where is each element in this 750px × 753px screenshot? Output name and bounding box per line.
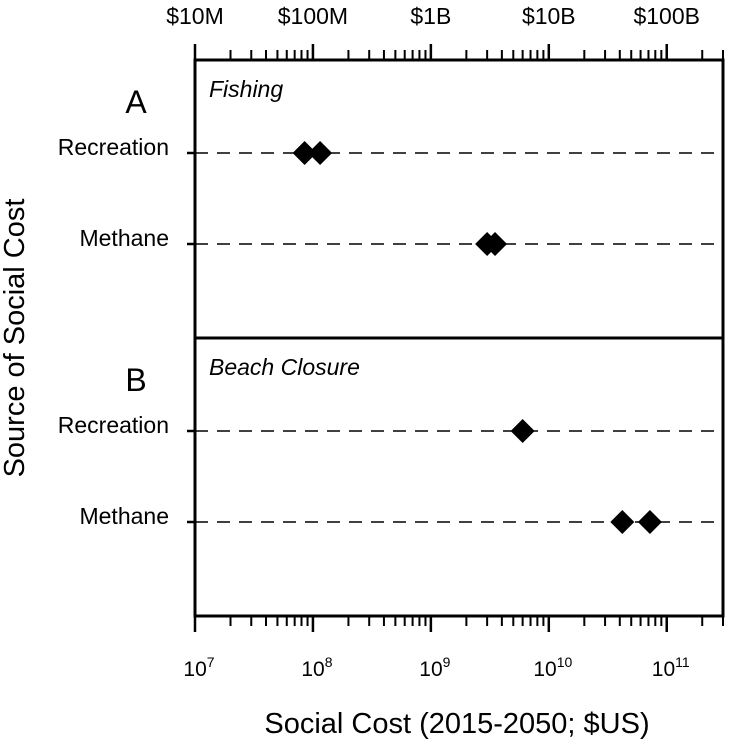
axis-ticks [187, 44, 724, 632]
bottom-tick-base: 10 [533, 658, 556, 681]
bottom-tick-base: 10 [183, 658, 206, 681]
data-point-diamond [308, 141, 333, 165]
y-axis-title: Source of Social Cost [0, 199, 31, 478]
data-point-diamond [483, 232, 508, 256]
row-label: Recreation [58, 412, 169, 438]
row-label: Methane [79, 503, 169, 529]
data-points [292, 141, 662, 534]
panel-title: Beach Closure [209, 354, 360, 380]
panel-letter: A [125, 84, 147, 120]
top-tick-label: $100M [278, 3, 348, 29]
top-tick-label: $10M [166, 3, 224, 29]
data-point-diamond [637, 510, 662, 534]
bottom-tick-exponent: 8 [325, 654, 333, 670]
row-label: Recreation [58, 134, 169, 160]
top-tick-label: $1B [410, 3, 451, 29]
bottom-tick-label: 1011 [652, 654, 690, 681]
bottom-tick-exponent: 9 [443, 654, 451, 670]
bottom-tick-label: 107 [183, 654, 214, 681]
row-guides [195, 152, 723, 523]
x-axis-title: Social Cost (2015-2050; $US) [264, 708, 649, 740]
top-tick-label: $10B [522, 3, 576, 29]
bottom-tick-exponent: 11 [675, 654, 690, 670]
bottom-tick-label: 108 [301, 654, 332, 681]
plot-frame [193, 58, 725, 618]
bottom-tick-base: 10 [301, 658, 324, 681]
bottom-tick-base: 10 [419, 658, 442, 681]
bottom-tick-label: 109 [419, 654, 450, 681]
data-point-diamond [292, 141, 317, 165]
bottom-tick-exponent: 7 [207, 654, 215, 670]
bottom-tick-base: 10 [652, 658, 675, 681]
data-point-diamond [510, 419, 535, 443]
row-label: Methane [79, 225, 169, 251]
bottom-tick-label: 1010 [533, 654, 572, 681]
top-tick-label: $100B [633, 3, 700, 29]
panel-title: Fishing [209, 76, 283, 102]
bottom-tick-exponent: 10 [557, 654, 573, 670]
data-point-diamond [610, 510, 635, 534]
panel-letter: B [125, 362, 146, 398]
